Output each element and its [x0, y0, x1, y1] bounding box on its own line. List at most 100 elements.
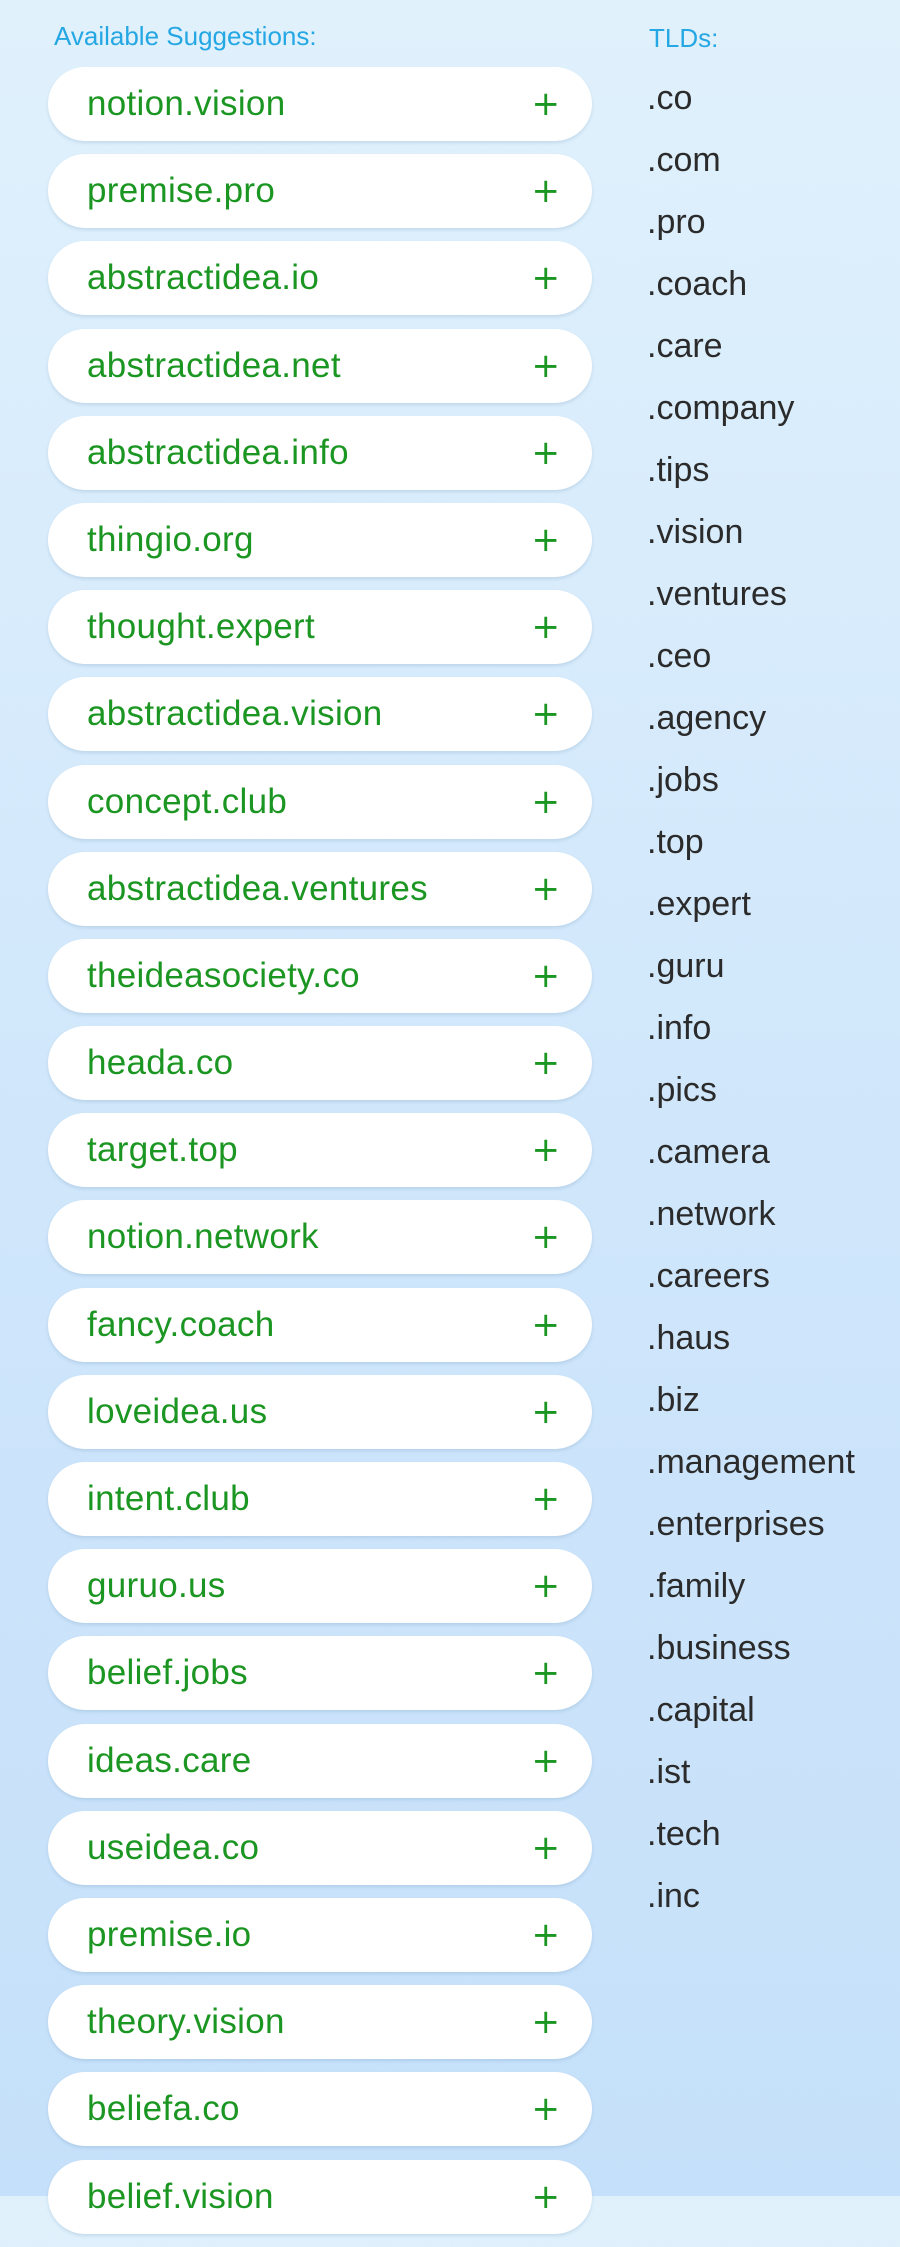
- suggestion-list: notion.vision + premise.pro + abstractidea.i…: [48, 67, 592, 2247]
- tld-item[interactable]: .biz: [647, 1381, 700, 1419]
- tld-item[interactable]: .management: [647, 1443, 855, 1481]
- add-icon[interactable]: +: [531, 868, 561, 909]
- add-icon[interactable]: +: [531, 1827, 561, 1868]
- tld-item[interactable]: .inc: [647, 1877, 700, 1915]
- suggestion-item[interactable]: belief.jobs +: [48, 1636, 592, 1711]
- suggestion-item[interactable]: abstractidea.net +: [48, 328, 592, 403]
- tld-item[interactable]: .network: [647, 1195, 776, 1233]
- tld-item[interactable]: .enterprises: [647, 1505, 825, 1543]
- add-icon[interactable]: +: [531, 1304, 561, 1345]
- suggestion-domain-name: useidea.co: [87, 1827, 260, 1867]
- add-icon[interactable]: +: [531, 1653, 561, 1694]
- tld-item[interactable]: .jobs: [647, 761, 719, 799]
- add-icon[interactable]: +: [531, 2176, 561, 2217]
- tlds-header: TLDs:: [649, 23, 719, 53]
- suggestion-item[interactable]: target.top +: [48, 1113, 592, 1188]
- suggestion-item[interactable]: theideasociety.co +: [48, 938, 592, 1013]
- tld-item[interactable]: .top: [647, 823, 704, 861]
- suggestion-item[interactable]: notion.vision +: [48, 67, 592, 141]
- tld-item[interactable]: .capital: [647, 1691, 755, 1729]
- add-icon[interactable]: +: [531, 258, 561, 299]
- suggestion-item[interactable]: theory.vision +: [48, 1985, 592, 2060]
- suggestion-item[interactable]: abstractidea.io +: [48, 241, 592, 316]
- add-icon[interactable]: +: [531, 1391, 561, 1432]
- add-icon[interactable]: +: [531, 2002, 561, 2043]
- tld-item[interactable]: .ceo: [647, 637, 712, 675]
- suggestion-item[interactable]: premise.pro +: [48, 154, 592, 229]
- tld-item[interactable]: .tips: [647, 451, 710, 489]
- add-icon[interactable]: +: [531, 1130, 561, 1171]
- tld-item[interactable]: .info: [647, 1009, 712, 1047]
- suggestion-item[interactable]: intent.club +: [48, 1462, 592, 1536]
- suggestion-domain-name: notion.network: [87, 1217, 319, 1257]
- suggestion-item[interactable]: guruo.us +: [48, 1549, 592, 1624]
- add-icon[interactable]: +: [531, 84, 561, 124]
- add-icon[interactable]: +: [531, 1740, 561, 1781]
- add-icon[interactable]: +: [531, 781, 561, 822]
- tld-item[interactable]: .coach: [647, 265, 748, 303]
- tld-item[interactable]: .pro: [647, 203, 706, 241]
- tld-item[interactable]: .tech: [647, 1815, 721, 1853]
- tld-item[interactable]: .agency: [647, 699, 767, 737]
- suggestion-domain-name: theideasociety.co: [87, 955, 360, 995]
- tld-item[interactable]: .care: [647, 327, 723, 365]
- tld-item[interactable]: .business: [647, 1629, 791, 1667]
- suggestion-item[interactable]: ideas.care +: [48, 1723, 592, 1798]
- add-icon[interactable]: +: [531, 345, 561, 386]
- suggestion-item[interactable]: beliefa.co +: [48, 2072, 592, 2147]
- tld-item[interactable]: .vision: [647, 513, 744, 551]
- suggestion-domain-name: thingio.org: [87, 519, 254, 559]
- suggestion-item[interactable]: heada.co +: [48, 1026, 592, 1101]
- add-icon[interactable]: +: [531, 694, 561, 735]
- suggestions-header: Available Suggestions:: [54, 21, 317, 51]
- suggestion-domain-name: abstractidea.io: [87, 258, 320, 298]
- suggestion-item[interactable]: thought.expert +: [48, 590, 592, 665]
- add-icon[interactable]: +: [531, 171, 561, 212]
- suggestion-item[interactable]: fancy.coach +: [48, 1287, 592, 1362]
- suggestion-item[interactable]: useidea.co +: [48, 1810, 592, 1885]
- add-icon[interactable]: +: [531, 1043, 561, 1084]
- add-icon[interactable]: +: [531, 432, 561, 473]
- suggestion-domain-name: abstractidea.ventures: [87, 868, 428, 908]
- add-icon[interactable]: +: [531, 1217, 561, 1258]
- add-icon[interactable]: +: [531, 1479, 561, 1519]
- suggestion-domain-name: loveidea.us: [87, 1391, 268, 1431]
- add-icon[interactable]: +: [531, 1566, 561, 1607]
- tld-item[interactable]: .co: [647, 79, 693, 117]
- add-icon[interactable]: +: [531, 1914, 561, 1955]
- suggestion-item[interactable]: abstractidea.info +: [48, 415, 592, 490]
- suggestion-item[interactable]: abstractidea.vision +: [48, 677, 592, 752]
- suggestion-domain-name: ideas.care: [87, 1740, 252, 1780]
- tld-item[interactable]: .careers: [647, 1257, 770, 1295]
- suggestion-domain-name: notion.vision: [87, 84, 286, 123]
- suggestion-item[interactable]: concept.club +: [48, 764, 592, 839]
- tld-item[interactable]: .pics: [647, 1071, 717, 1109]
- suggestion-item[interactable]: premise.io +: [48, 1897, 592, 1972]
- tld-item[interactable]: .haus: [647, 1319, 731, 1357]
- suggestion-domain-name: belief.vision: [87, 2176, 274, 2216]
- tld-item[interactable]: .com: [647, 141, 721, 179]
- add-icon[interactable]: +: [531, 955, 561, 996]
- tld-item[interactable]: .ventures: [647, 575, 787, 613]
- tld-item[interactable]: .guru: [647, 947, 725, 985]
- suggestion-item[interactable]: notion.network +: [48, 1200, 592, 1275]
- suggestion-item[interactable]: thingio.org +: [48, 502, 592, 577]
- suggestion-domain-name: thought.expert: [87, 607, 315, 647]
- suggestion-domain-name: target.top: [87, 1130, 238, 1170]
- tld-item[interactable]: .camera: [647, 1133, 770, 1171]
- tld-item[interactable]: .company: [647, 389, 795, 427]
- suggestion-domain-name: premise.pro: [87, 171, 276, 211]
- tld-list: .co .com .pro .coach .care .company .tips .visi…: [647, 73, 855, 1933]
- add-icon[interactable]: +: [531, 607, 561, 648]
- suggestion-domain-name: abstractidea.net: [87, 345, 341, 385]
- add-icon[interactable]: +: [531, 519, 561, 560]
- suggestion-domain-name: beliefa.co: [87, 2089, 240, 2129]
- suggestion-item[interactable]: abstractidea.ventures +: [48, 851, 592, 926]
- tld-item[interactable]: .expert: [647, 885, 751, 923]
- suggestion-item[interactable]: loveidea.us +: [48, 1374, 592, 1449]
- add-icon[interactable]: +: [531, 2089, 561, 2130]
- suggestion-domain-name: abstractidea.info: [87, 432, 349, 472]
- tld-item[interactable]: .ist: [647, 1753, 691, 1791]
- tld-item[interactable]: .family: [647, 1567, 746, 1605]
- suggestion-item[interactable]: belief.vision +: [48, 2159, 592, 2234]
